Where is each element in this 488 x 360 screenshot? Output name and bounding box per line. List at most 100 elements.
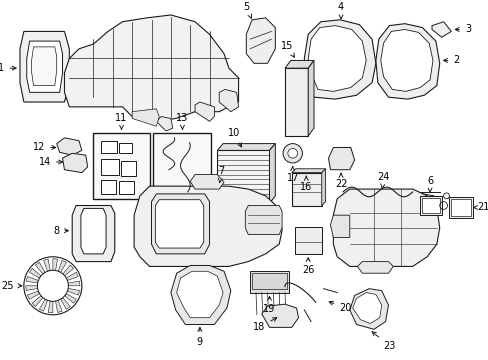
Text: 14: 14 bbox=[39, 157, 62, 167]
Text: 23: 23 bbox=[371, 332, 395, 351]
Text: 2: 2 bbox=[443, 55, 459, 66]
Polygon shape bbox=[26, 276, 38, 283]
Polygon shape bbox=[68, 281, 80, 286]
Polygon shape bbox=[246, 18, 275, 63]
Text: 15: 15 bbox=[280, 41, 294, 57]
Polygon shape bbox=[219, 89, 238, 112]
Text: 17: 17 bbox=[286, 167, 298, 183]
Polygon shape bbox=[285, 60, 313, 68]
Polygon shape bbox=[62, 153, 87, 173]
Polygon shape bbox=[67, 288, 80, 295]
Polygon shape bbox=[285, 68, 307, 136]
Polygon shape bbox=[269, 144, 275, 203]
Bar bbox=[119, 143, 132, 153]
Polygon shape bbox=[57, 138, 81, 155]
Text: 19: 19 bbox=[263, 296, 275, 314]
Text: 12: 12 bbox=[33, 143, 56, 153]
Polygon shape bbox=[56, 300, 62, 312]
Bar bbox=[448, 197, 471, 218]
Polygon shape bbox=[217, 150, 269, 203]
Bar bbox=[450, 199, 470, 216]
Polygon shape bbox=[43, 259, 50, 271]
Polygon shape bbox=[36, 262, 45, 274]
Text: 8: 8 bbox=[53, 226, 68, 236]
Polygon shape bbox=[170, 265, 230, 324]
Polygon shape bbox=[64, 15, 238, 121]
Text: 22: 22 bbox=[334, 174, 346, 189]
Polygon shape bbox=[352, 293, 381, 324]
Polygon shape bbox=[190, 175, 224, 189]
Polygon shape bbox=[304, 20, 375, 99]
Polygon shape bbox=[26, 286, 38, 291]
Polygon shape bbox=[20, 31, 69, 102]
Polygon shape bbox=[58, 260, 66, 273]
Text: 18: 18 bbox=[253, 318, 276, 332]
Circle shape bbox=[287, 148, 297, 158]
Text: 6: 6 bbox=[426, 176, 432, 192]
Text: 13: 13 bbox=[176, 113, 188, 129]
Polygon shape bbox=[380, 30, 432, 91]
Polygon shape bbox=[27, 41, 62, 93]
Text: 25: 25 bbox=[1, 281, 22, 291]
Polygon shape bbox=[151, 194, 209, 254]
Polygon shape bbox=[349, 289, 387, 329]
Circle shape bbox=[37, 270, 68, 301]
Polygon shape bbox=[330, 215, 349, 238]
Polygon shape bbox=[333, 189, 439, 266]
Bar bbox=[93, 133, 149, 199]
Polygon shape bbox=[39, 299, 47, 311]
Polygon shape bbox=[328, 148, 354, 170]
Bar bbox=[119, 181, 134, 194]
Bar bbox=[252, 273, 286, 289]
Polygon shape bbox=[27, 291, 40, 299]
Polygon shape bbox=[375, 24, 439, 99]
Bar bbox=[101, 159, 119, 175]
Bar bbox=[420, 196, 441, 215]
Polygon shape bbox=[431, 22, 450, 37]
Polygon shape bbox=[66, 272, 78, 280]
Polygon shape bbox=[132, 109, 159, 126]
Polygon shape bbox=[261, 304, 298, 327]
Bar bbox=[101, 141, 117, 153]
Polygon shape bbox=[307, 26, 366, 91]
Polygon shape bbox=[291, 169, 325, 173]
Polygon shape bbox=[72, 206, 115, 262]
Polygon shape bbox=[155, 200, 203, 248]
Bar bbox=[422, 198, 439, 213]
Polygon shape bbox=[176, 271, 223, 318]
Text: 11: 11 bbox=[115, 113, 127, 129]
Polygon shape bbox=[195, 102, 214, 121]
Polygon shape bbox=[81, 208, 106, 254]
Text: 7: 7 bbox=[218, 166, 224, 183]
Text: 5: 5 bbox=[243, 2, 251, 18]
Polygon shape bbox=[245, 206, 282, 234]
Bar bbox=[121, 161, 136, 176]
Polygon shape bbox=[156, 117, 172, 131]
Bar bbox=[101, 180, 116, 194]
Polygon shape bbox=[64, 293, 76, 303]
Bar bbox=[250, 271, 288, 293]
Polygon shape bbox=[32, 47, 57, 86]
Bar bbox=[153, 133, 211, 199]
Polygon shape bbox=[291, 173, 321, 206]
Text: 1: 1 bbox=[0, 63, 16, 73]
Text: 24: 24 bbox=[377, 172, 389, 188]
Bar bbox=[294, 227, 321, 254]
Polygon shape bbox=[307, 60, 313, 136]
Polygon shape bbox=[62, 265, 74, 276]
Polygon shape bbox=[61, 298, 70, 309]
Polygon shape bbox=[134, 186, 282, 266]
Text: 20: 20 bbox=[328, 301, 351, 313]
Text: 16: 16 bbox=[300, 176, 312, 192]
Polygon shape bbox=[53, 259, 58, 271]
Polygon shape bbox=[321, 169, 325, 206]
Polygon shape bbox=[29, 268, 41, 278]
Polygon shape bbox=[48, 301, 53, 313]
Polygon shape bbox=[217, 144, 275, 150]
Text: 9: 9 bbox=[196, 327, 203, 347]
Text: 21: 21 bbox=[473, 202, 488, 212]
Polygon shape bbox=[357, 262, 392, 273]
Text: 4: 4 bbox=[337, 2, 344, 19]
Polygon shape bbox=[32, 296, 43, 306]
Text: 26: 26 bbox=[302, 258, 314, 275]
